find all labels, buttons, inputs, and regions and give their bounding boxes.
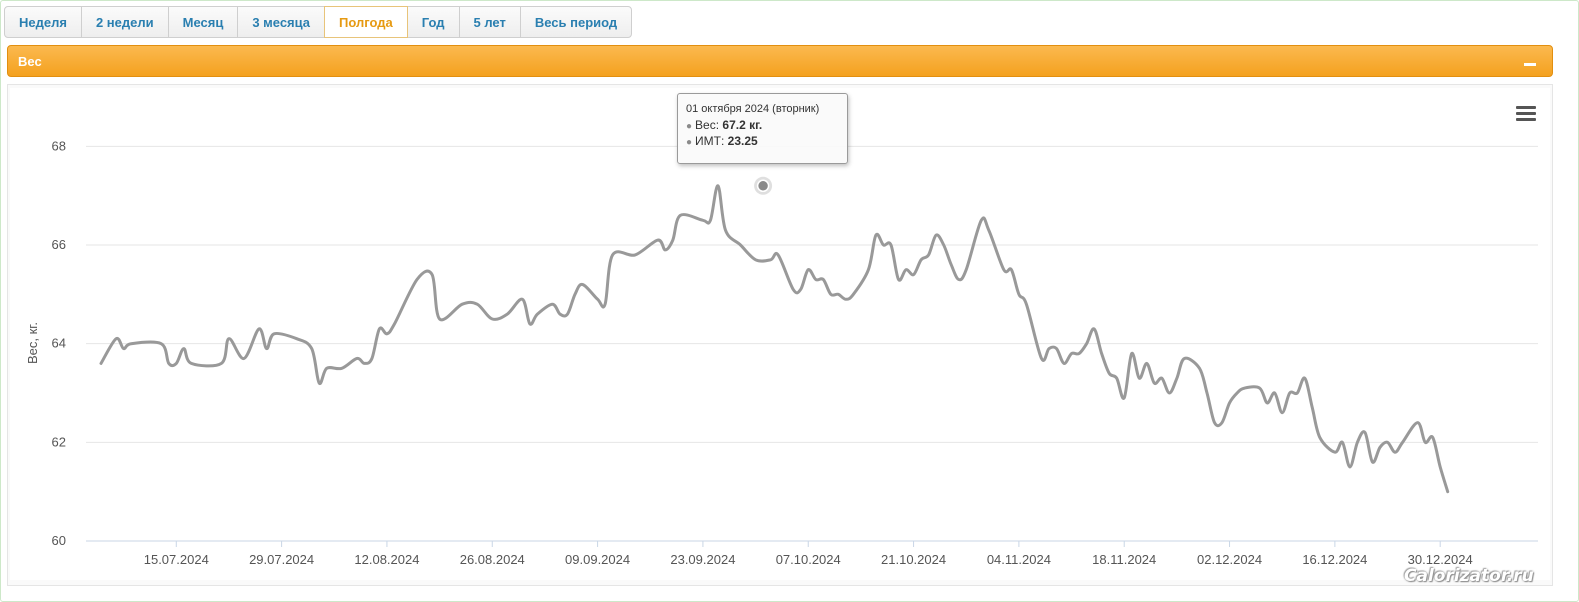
panel-title: Вес bbox=[18, 54, 42, 69]
tab-4[interactable]: Полгода bbox=[324, 6, 408, 38]
y-tick-label: 60 bbox=[52, 533, 66, 548]
weight-series-line bbox=[99, 184, 1450, 494]
panel-header[interactable]: Вес bbox=[7, 45, 1553, 77]
tooltip-bmi-label: ИМТ: bbox=[695, 134, 728, 148]
tab-1[interactable]: 2 недели bbox=[80, 6, 169, 38]
x-tick-label: 09.09.2024 bbox=[565, 552, 630, 567]
tooltip-bmi-value: 23.25 bbox=[727, 134, 758, 148]
x-tick-label: 02.12.2024 bbox=[1197, 552, 1262, 567]
x-tick-label: 15.07.2024 bbox=[144, 552, 209, 567]
chart-container bbox=[7, 84, 1553, 586]
watermark: Calorizator.ru bbox=[1404, 566, 1534, 586]
tooltip-weight-row: ● Вес: 67.2 кг. bbox=[686, 118, 847, 132]
tab-7[interactable]: Весь период bbox=[519, 6, 633, 38]
series-dot-icon: ● bbox=[686, 137, 693, 148]
chart-tooltip: 01 октября 2024 (вторник) ● Вес: 67.2 кг.… bbox=[677, 93, 848, 164]
hamburger-icon[interactable] bbox=[1516, 106, 1536, 123]
y-tick-label: 62 bbox=[52, 434, 66, 449]
tooltip-weight-value: 67.2 кг. bbox=[722, 118, 763, 132]
x-tick-label: 18.11.2024 bbox=[1092, 552, 1156, 567]
tooltip-bmi-row: ● ИМТ: 23.25 bbox=[686, 134, 847, 148]
y-tick-label: 66 bbox=[52, 237, 66, 252]
tab-5[interactable]: Год bbox=[406, 6, 460, 38]
tab-0[interactable]: Неделя bbox=[4, 6, 82, 38]
x-tick-label: 26.08.2024 bbox=[460, 552, 525, 567]
x-tick-label: 21.10.2024 bbox=[881, 552, 946, 567]
period-tabs: Неделя 2 недели Месяц 3 месяца Полгода Год 5 л… bbox=[4, 6, 633, 38]
x-tick-label: 29.07.2024 bbox=[249, 552, 314, 567]
tooltip-date: 01 октября 2024 (вторник) bbox=[686, 103, 820, 115]
y-axis-label: Вес, кг. bbox=[25, 322, 40, 364]
x-tick-label: 12.08.2024 bbox=[354, 552, 419, 567]
series-dot-icon: ● bbox=[686, 121, 693, 132]
y-tick-label: 64 bbox=[52, 336, 66, 351]
tooltip-weight-label: Вес: bbox=[695, 118, 723, 132]
tab-2[interactable]: Месяц bbox=[167, 6, 239, 38]
y-tick-label: 68 bbox=[52, 138, 66, 153]
highlight-point bbox=[756, 179, 770, 193]
x-tick-label: 16.12.2024 bbox=[1302, 552, 1367, 567]
chart-area bbox=[10, 88, 1550, 580]
x-tick-label: 07.10.2024 bbox=[776, 552, 841, 567]
x-tick-label: 30.12.2024 bbox=[1408, 552, 1473, 567]
minus-icon[interactable] bbox=[1524, 63, 1536, 66]
x-tick-label: 04.11.2024 bbox=[987, 552, 1051, 567]
x-tick-label: 23.09.2024 bbox=[670, 552, 735, 567]
